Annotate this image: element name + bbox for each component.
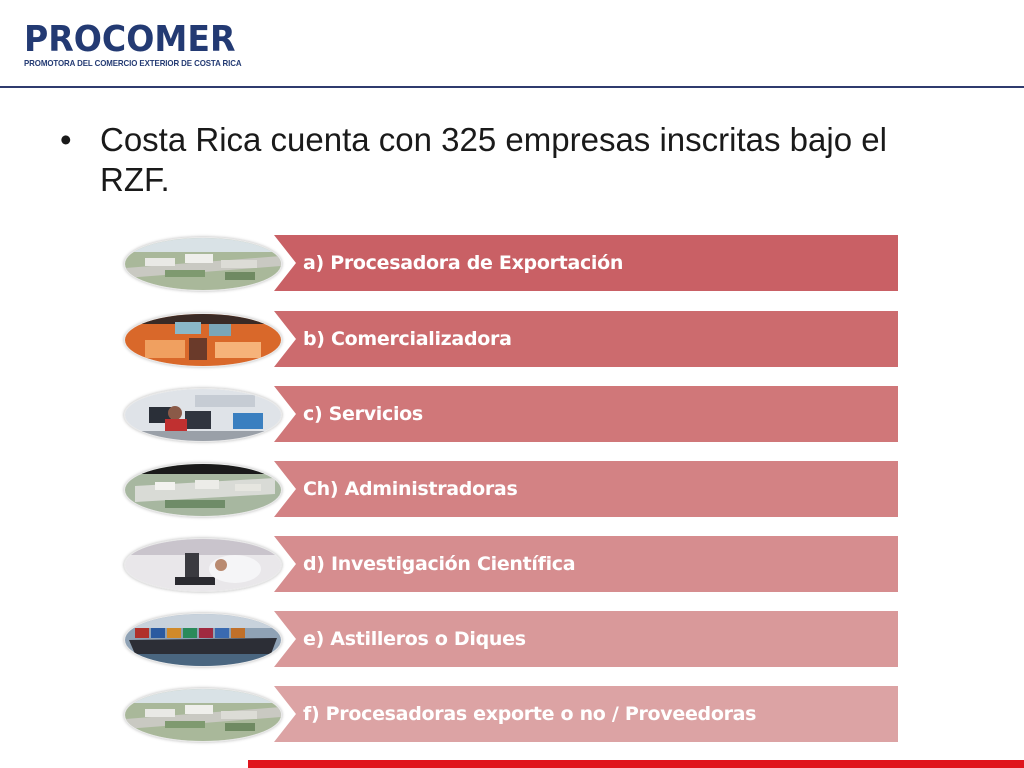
cargo-ship-photo bbox=[124, 613, 282, 667]
item-bar: d) Investigación Científica bbox=[274, 536, 898, 592]
list-item-procesadora: a) Procesadora de Exportación bbox=[124, 235, 898, 291]
item-bar: c) Servicios bbox=[274, 386, 898, 442]
item-label: Ch) Administradoras bbox=[303, 478, 518, 500]
procomer-logo: PROCOMER PROMOTORA DEL COMERCIO EXTERIOR… bbox=[24, 19, 258, 69]
bullet-text: Costa Rica cuenta con 325 empresas inscr… bbox=[100, 121, 887, 198]
industrial-park-photo bbox=[124, 237, 282, 291]
item-bar: a) Procesadora de Exportación bbox=[274, 235, 898, 291]
bottom-accent-bar bbox=[248, 760, 1024, 768]
list-item-administradoras: Ch) Administradoras bbox=[124, 461, 898, 517]
shopping-store-photo bbox=[124, 313, 282, 367]
item-bar: f) Procesadoras exporte o no / Proveedor… bbox=[274, 686, 898, 742]
microscope-lab-photo bbox=[124, 538, 282, 592]
industrial-park-photo bbox=[124, 688, 282, 742]
bullet-point: • Costa Rica cuenta con 325 empresas ins… bbox=[60, 120, 960, 200]
item-label: d) Investigación Científica bbox=[303, 553, 576, 575]
logo-subtitle: PROMOTORA DEL COMERCIO EXTERIOR DE COSTA… bbox=[24, 58, 242, 68]
item-label: a) Procesadora de Exportación bbox=[303, 252, 624, 274]
list-item-servicios: c) Servicios bbox=[124, 386, 898, 442]
aerial-complex-photo bbox=[124, 463, 282, 517]
call-center-photo bbox=[124, 388, 282, 442]
list-item-comercializadora: b) Comercializadora bbox=[124, 311, 898, 367]
item-bar: e) Astilleros o Diques bbox=[274, 611, 898, 667]
list-item-astilleros: e) Astilleros o Diques bbox=[124, 611, 898, 667]
item-label: b) Comercializadora bbox=[303, 328, 512, 350]
list-item-proveedoras: f) Procesadoras exporte o no / Proveedor… bbox=[124, 686, 898, 742]
item-bar: Ch) Administradoras bbox=[274, 461, 898, 517]
item-label: f) Procesadoras exporte o no / Proveedor… bbox=[303, 703, 757, 725]
bullet-marker: • bbox=[60, 121, 72, 158]
list-item-investigacion: d) Investigación Científica bbox=[124, 536, 898, 592]
item-label: c) Servicios bbox=[303, 403, 423, 425]
logo-title: PROCOMER bbox=[24, 19, 236, 60]
item-bar: b) Comercializadora bbox=[274, 311, 898, 367]
item-label: e) Astilleros o Diques bbox=[303, 628, 526, 650]
header-divider bbox=[0, 86, 1024, 88]
